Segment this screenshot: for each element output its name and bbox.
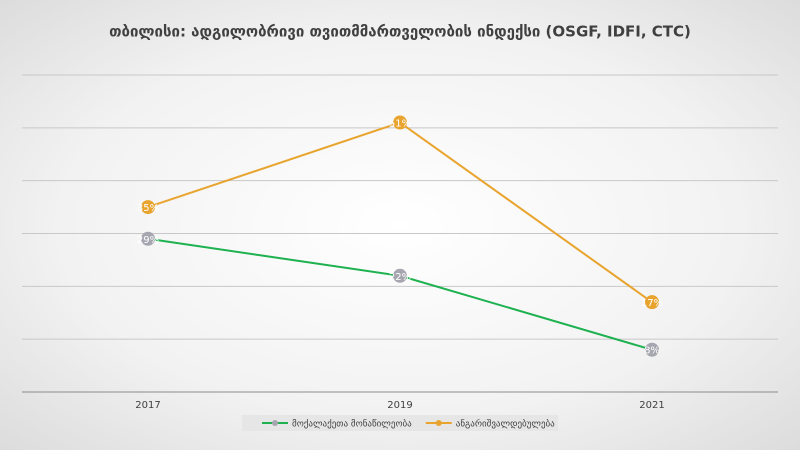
data-label: 8% [644,346,660,357]
data-point [645,342,659,357]
data-point [393,115,407,130]
data-label: 22% [389,272,411,283]
x-tick-label: 2017 [135,400,160,411]
legend-marker [435,420,442,426]
data-point [141,231,155,246]
data-label: 35% [137,203,159,214]
x-tick-label: 2019 [387,400,412,411]
data-label: 51% [389,119,411,130]
data-label: 17% [641,298,663,309]
legend-label: ანგარიშვალდებულება [456,419,555,430]
data-label: 29% [137,235,159,246]
data-point [393,268,407,283]
legend-label: მოქალაქეთა მონაწილეობა [292,419,412,430]
data-point [645,295,659,310]
chart-title: თბილისი: ადგილობრივი თვითმმართველობის ინ… [109,23,691,41]
series-line [147,237,653,351]
x-tick-label: 2021 [639,400,664,411]
legend-box [242,415,558,431]
data-point [141,200,155,215]
legend-marker [272,420,278,426]
legend: მოქალაქეთა მონაწილეობა ანგარიშვალდებულება [242,415,558,431]
